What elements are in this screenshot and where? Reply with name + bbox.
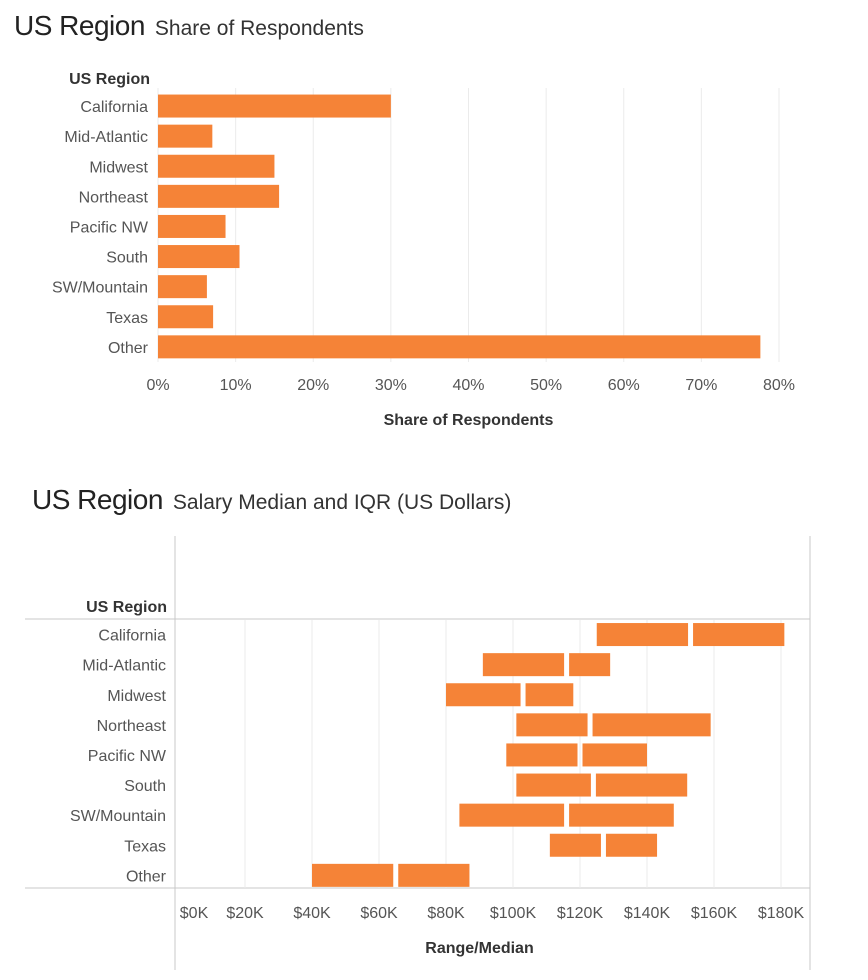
bar-texas	[158, 305, 214, 329]
chart2-title-main: US Region	[32, 484, 163, 515]
x-axis-title: Range/Median	[425, 940, 533, 957]
iqr-upper-bar-south	[595, 773, 688, 797]
iqr-upper-bar-pacific-nw	[582, 743, 647, 767]
category-label-other: Other	[126, 868, 167, 885]
category-label-northeast: Northeast	[79, 189, 149, 206]
bar-northeast	[158, 184, 280, 208]
iqr-lower-bar-texas	[549, 833, 601, 857]
category-label-mid-atlantic: Mid-Atlantic	[82, 658, 166, 675]
x-tick-label: $100K	[490, 905, 537, 922]
category-label-texas: Texas	[106, 310, 148, 327]
x-tick-label: 30%	[375, 377, 407, 394]
bar-other	[158, 335, 761, 359]
iqr-lower-bar-northeast	[516, 713, 588, 737]
category-label-northeast: Northeast	[97, 718, 167, 735]
chart1-title-main: US Region	[14, 10, 145, 41]
iqr-upper-bar-northeast	[592, 713, 711, 737]
iqr-lower-bar-midwest	[446, 683, 521, 707]
category-label-midwest: Midwest	[107, 688, 166, 705]
x-tick-label: 50%	[530, 377, 562, 394]
x-tick-label: 10%	[220, 377, 252, 394]
category-label-midwest: Midwest	[89, 159, 148, 176]
bar-sw-mountain	[158, 275, 207, 299]
x-tick-label: $140K	[624, 905, 671, 922]
x-tick-label: 20%	[297, 377, 329, 394]
chart2-title: US Region Salary Median and IQR (US Dolla…	[32, 484, 511, 516]
x-tick-label: $0K	[180, 905, 209, 922]
category-label-pacific-nw: Pacific NW	[88, 748, 167, 765]
x-tick-label: $60K	[360, 905, 398, 922]
x-axis-title: Share of Respondents	[384, 412, 554, 429]
iqr-lower-bar-california	[596, 623, 689, 647]
bar-south	[158, 245, 240, 269]
x-tick-label: 80%	[763, 377, 795, 394]
iqr-upper-bar-texas	[605, 833, 658, 857]
bar-pacific-nw	[158, 214, 226, 238]
iqr-upper-bar-california	[693, 623, 785, 647]
category-label-south: South	[124, 778, 166, 795]
iqr-lower-bar-mid-atlantic	[482, 653, 565, 677]
iqr-lower-bar-other	[312, 863, 394, 887]
x-tick-label: 70%	[685, 377, 717, 394]
category-label-sw-mountain: SW/Mountain	[70, 808, 166, 825]
share-of-respondents-chart: 0% 10% 20% 30% 40% 50% 60% 70% 80% US Region Calif…	[52, 71, 795, 429]
x-tick-label: 40%	[452, 377, 484, 394]
bar-california	[158, 94, 391, 118]
iqr-upper-bar-sw-mountain	[569, 803, 674, 827]
row-header: US Region	[69, 71, 150, 88]
iqr-upper-bar-midwest	[525, 683, 574, 707]
iqr-upper-bar-other	[398, 863, 470, 887]
category-label-sw-mountain: SW/Mountain	[52, 280, 148, 297]
category-label-california: California	[98, 628, 166, 645]
iqr-upper-bar-mid-atlantic	[569, 653, 611, 677]
x-tick-label: 0%	[146, 377, 169, 394]
chart1-title-sub: Share of Respondents	[154, 17, 364, 40]
iqr-lower-bar-south	[516, 773, 591, 797]
x-tick-label: $120K	[557, 905, 604, 922]
x-tick-label: $20K	[226, 905, 264, 922]
iqr-lower-bar-pacific-nw	[506, 743, 578, 767]
x-tick-label: $160K	[691, 905, 738, 922]
category-label-pacific-nw: Pacific NW	[70, 219, 149, 236]
category-label-texas: Texas	[124, 838, 166, 855]
x-tick-label: 60%	[608, 377, 640, 394]
chart1-title: US Region Share of Respondents	[14, 10, 364, 42]
row-header: US Region	[86, 599, 167, 616]
x-tick-label: $40K	[293, 905, 331, 922]
category-label-south: South	[106, 250, 148, 267]
x-tick-label: $80K	[427, 905, 465, 922]
category-label-other: Other	[108, 340, 149, 357]
category-label-mid-atlantic: Mid-Atlantic	[64, 129, 148, 146]
chart2-title-sub: Salary Median and IQR (US Dollars)	[172, 491, 512, 514]
bar-mid-atlantic	[158, 124, 213, 148]
x-tick-label: $180K	[758, 905, 805, 922]
bar-midwest	[158, 154, 275, 178]
iqr-lower-bar-sw-mountain	[459, 803, 565, 827]
category-label-california: California	[80, 99, 148, 116]
